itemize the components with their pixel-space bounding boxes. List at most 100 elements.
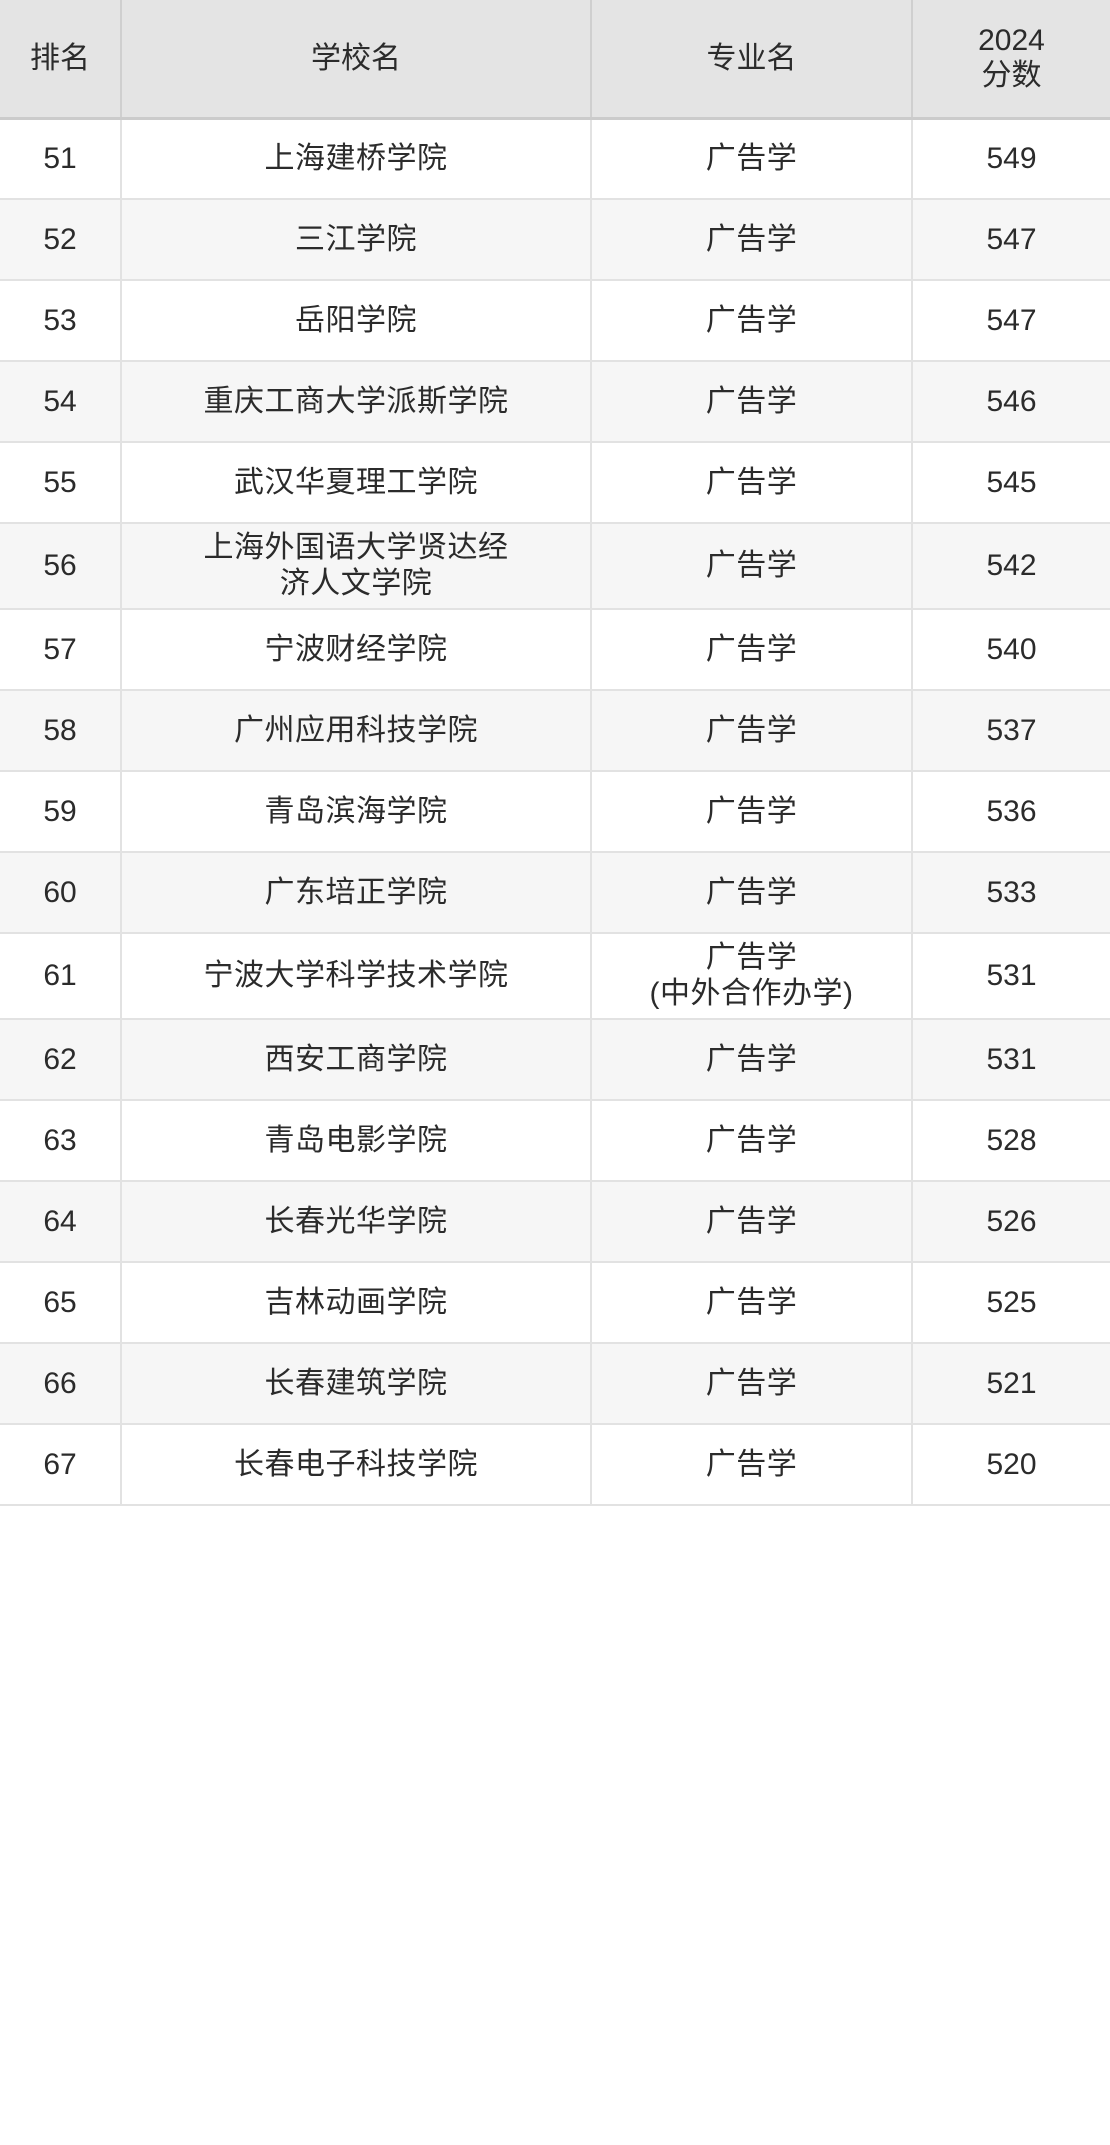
- cell-school-name: 宁波大学科学技术学院: [121, 933, 592, 1020]
- ranking-table: 排名 学校名 专业名 2024 分数 51 上海建桥学院 广告学 549 52 三江学院广…: [0, 0, 1110, 1506]
- table-row[interactable]: 53 岳阳学院 广告学 547: [0, 280, 1110, 362]
- table-body: 51 上海建桥学院 广告学 549 52 三江学院 广告学 547 53 岳阳学院 广告学 547 54…: [0, 118, 1110, 1506]
- cell-rank: 51: [0, 118, 122, 200]
- cell-major-name-line1: 广告学: [705, 384, 798, 418]
- table-row[interactable]: 56 上海外国语大学贤达经 济人文学院 广告学 542: [0, 523, 1110, 610]
- table-row[interactable]: 57 宁波财经学院 广告学 540: [0, 609, 1110, 691]
- cell-major-name: 广告学: [591, 609, 913, 691]
- cell-major-name: 广告学: [591, 690, 913, 772]
- column-header-score-year: 2024: [978, 24, 1045, 58]
- cell-score-2024: 533: [912, 852, 1110, 934]
- cell-school-name-line2: 济人文学院: [279, 567, 433, 600]
- cell-rank: 65: [0, 1262, 122, 1344]
- cell-major-name: 广告学: [591, 771, 913, 853]
- cell-rank: 56: [0, 523, 122, 610]
- cell-major-name-line1: 广告学: [705, 1285, 798, 1319]
- cell-score-2024: 537: [912, 690, 1110, 772]
- cell-school-name: 长春电子科技学院: [121, 1424, 592, 1506]
- cell-score-2024: 547: [912, 280, 1110, 362]
- cell-rank: 60: [0, 852, 122, 934]
- cell-major-name: 广告学: [591, 1100, 913, 1182]
- table-row[interactable]: 64 长春光华学院 广告学 526: [0, 1181, 1110, 1263]
- table-row[interactable]: 65 吉林动画学院 广告学 525: [0, 1262, 1110, 1344]
- table-row[interactable]: 67 长春电子科技学院 广告学 520: [0, 1424, 1110, 1506]
- cell-rank: 61: [0, 933, 122, 1020]
- cell-rank: 67: [0, 1424, 122, 1506]
- cell-school-name: 青岛滨海学院: [121, 771, 592, 853]
- column-header-major: 专业名: [591, 0, 913, 120]
- cell-score-2024: 526: [912, 1181, 1110, 1263]
- table-row[interactable]: 55 武汉华夏理工学院 广告学 545: [0, 442, 1110, 524]
- cell-score-2024: 520: [912, 1424, 1110, 1506]
- cell-rank: 62: [0, 1019, 122, 1101]
- cell-rank: 54: [0, 361, 122, 443]
- table-row[interactable]: 59 青岛滨海学院 广告学 536: [0, 771, 1110, 853]
- cell-school-name: 三江学院: [121, 199, 592, 281]
- column-header-score: 2024 分数: [912, 0, 1110, 120]
- cell-major-name: 广告学: [591, 523, 913, 610]
- cell-school-name-line1: 上海外国语大学贤达经: [203, 531, 509, 564]
- table-row[interactable]: 58 广州应用科技学院 广告学 537: [0, 690, 1110, 772]
- cell-major-name: 广告学: [591, 1019, 913, 1101]
- cell-school-name: 武汉华夏理工学院: [121, 442, 592, 524]
- cell-rank: 63: [0, 1100, 122, 1182]
- cell-major-name-line1: 广告学: [705, 1204, 798, 1238]
- cell-major-name: 广告学 (中外合作办学): [591, 933, 913, 1020]
- cell-major-name-line1: 广告学: [705, 1366, 798, 1400]
- cell-major-name-line1: 广告学: [705, 222, 798, 256]
- cell-major-name: 广告学: [591, 361, 913, 443]
- cell-major-name-line1: 广告学: [705, 549, 798, 582]
- cell-major-name: 广告学: [591, 1343, 913, 1425]
- cell-major-name: 广告学: [591, 199, 913, 281]
- cell-major-name-line1: 广告学: [705, 1042, 798, 1076]
- cell-rank: 64: [0, 1181, 122, 1263]
- table-row[interactable]: 54 重庆工商大学派斯学院 广告学 546: [0, 361, 1110, 443]
- cell-rank: 52: [0, 199, 122, 281]
- cell-major-name-line1: 广告学: [705, 303, 798, 337]
- header-row: 排名 学校名 专业名 2024 分数: [0, 0, 1110, 120]
- cell-major-name-line2: (中外合作办学): [649, 977, 854, 1010]
- cell-major-name: 广告学: [591, 1262, 913, 1344]
- table-row[interactable]: 63 青岛电影学院 广告学 528: [0, 1100, 1110, 1182]
- column-header-school: 学校名: [121, 0, 592, 120]
- table-row[interactable]: 60 广东培正学院 广告学 533: [0, 852, 1110, 934]
- cell-major-name-line1: 广告学: [705, 1123, 798, 1157]
- cell-major-name-line1: 广告学: [705, 713, 798, 747]
- cell-school-name: 宁波财经学院: [121, 609, 592, 691]
- table-row[interactable]: 61 宁波大学科学技术学院 广告学 (中外合作办学) 531: [0, 933, 1110, 1020]
- cell-school-name: 岳阳学院: [121, 280, 592, 362]
- column-header-rank: 排名: [0, 0, 122, 120]
- table-row[interactable]: 52 三江学院 广告学 547: [0, 199, 1110, 281]
- cell-score-2024: 531: [912, 1019, 1110, 1101]
- cell-score-2024: 542: [912, 523, 1110, 610]
- cell-major-name-line1: 广告学: [705, 632, 798, 666]
- cell-school-name: 上海建桥学院: [121, 118, 592, 200]
- cell-rank: 55: [0, 442, 122, 524]
- cell-major-name-line1: 广告学: [705, 1447, 798, 1481]
- cell-rank: 66: [0, 1343, 122, 1425]
- table-row[interactable]: 51 上海建桥学院 广告学 549: [0, 118, 1110, 200]
- cell-rank: 59: [0, 771, 122, 853]
- cell-major-name: 广告学: [591, 442, 913, 524]
- cell-major-name: 广告学: [591, 280, 913, 362]
- cell-major-name: 广告学: [591, 1181, 913, 1263]
- cell-school-name: 西安工商学院: [121, 1019, 592, 1101]
- cell-score-2024: 549: [912, 118, 1110, 200]
- cell-score-2024: 536: [912, 771, 1110, 853]
- cell-rank: 58: [0, 690, 122, 772]
- table-header: 排名 学校名 专业名 2024 分数: [0, 0, 1110, 120]
- cell-school-name: 长春光华学院: [121, 1181, 592, 1263]
- cell-school-name: 上海外国语大学贤达经 济人文学院: [121, 523, 592, 610]
- cell-school-name: 青岛电影学院: [121, 1100, 592, 1182]
- cell-rank: 53: [0, 280, 122, 362]
- cell-major-name-line1: 广告学: [705, 875, 798, 909]
- cell-major-name-line1: 广告学: [705, 941, 798, 974]
- cell-school-name: 广州应用科技学院: [121, 690, 592, 772]
- cell-major-name-line1: 广告学: [705, 465, 798, 499]
- cell-major-name-line1: 广告学: [705, 141, 798, 175]
- table-row[interactable]: 66 长春建筑学院 广告学 521: [0, 1343, 1110, 1425]
- cell-rank: 57: [0, 609, 122, 691]
- table-row[interactable]: 62 西安工商学院 广告学 531: [0, 1019, 1110, 1101]
- cell-major-name: 广告学: [591, 1424, 913, 1506]
- cell-score-2024: 545: [912, 442, 1110, 524]
